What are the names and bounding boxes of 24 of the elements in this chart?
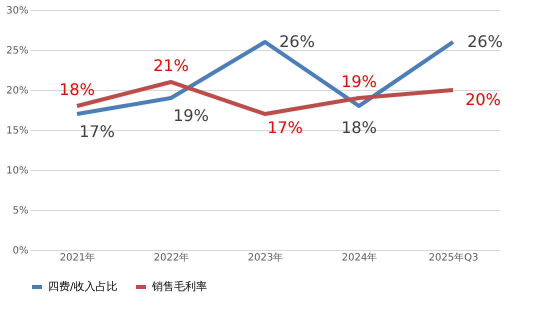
data-label: 17% <box>267 118 303 137</box>
legend-label: 四费/收入占比 <box>48 280 118 293</box>
y-tick-label: 20% <box>6 86 28 96</box>
x-tick-label: 2024年 <box>342 252 378 264</box>
data-label: 19% <box>341 72 377 91</box>
legend-label: 销售毛利率 <box>151 280 207 293</box>
data-label: 18% <box>59 80 95 99</box>
y-tick-label: 10% <box>6 166 28 176</box>
y-tick-label: 25% <box>6 46 28 56</box>
data-label: 20% <box>465 90 501 109</box>
data-label: 19% <box>173 106 209 125</box>
data-label: 26% <box>467 32 503 51</box>
x-tick-label: 2022年 <box>154 252 190 264</box>
data-label: 26% <box>279 32 315 51</box>
y-tick-label: 5% <box>12 206 28 216</box>
data-label: 18% <box>341 118 377 137</box>
y-tick-label: 0% <box>12 246 28 256</box>
x-tick-label: 2021年 <box>60 252 96 264</box>
y-tick-label: 30% <box>6 6 28 16</box>
y-tick-label: 15% <box>6 126 28 136</box>
x-tick-label: 2023年 <box>248 252 284 264</box>
data-label: 21% <box>153 56 189 75</box>
x-tick-label: 2025年Q3 <box>428 252 478 264</box>
data-label: 17% <box>79 122 115 141</box>
